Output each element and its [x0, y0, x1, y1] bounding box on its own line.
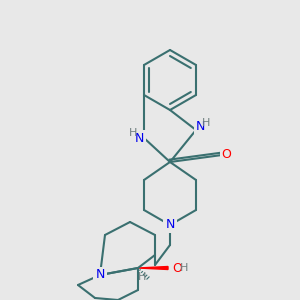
- Text: N: N: [196, 121, 205, 134]
- Polygon shape: [138, 266, 168, 269]
- Text: N: N: [165, 218, 175, 232]
- Text: N: N: [135, 131, 144, 145]
- Text: H: H: [138, 272, 146, 281]
- Text: O: O: [172, 262, 182, 275]
- Text: H: H: [202, 118, 211, 128]
- Text: N: N: [95, 268, 105, 281]
- Text: O: O: [222, 148, 231, 161]
- Text: H: H: [129, 128, 138, 139]
- Text: H: H: [180, 263, 189, 273]
